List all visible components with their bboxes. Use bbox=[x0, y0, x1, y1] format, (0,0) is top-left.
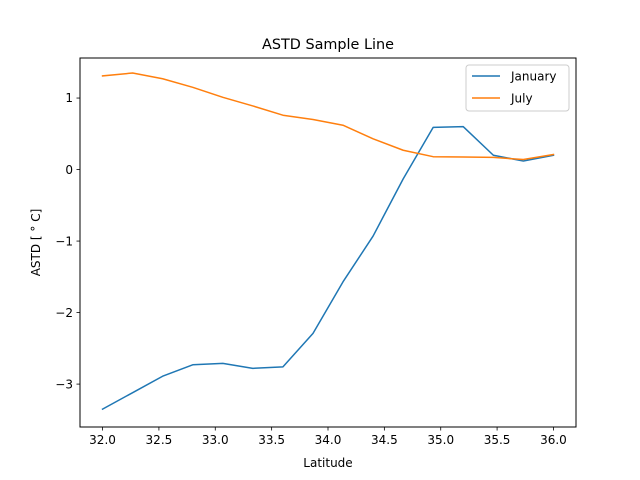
y-tick-label: 1 bbox=[65, 91, 73, 105]
x-axis: 32.0 32.5 33.0 33.5 34.0 34.5 35.0 35.5 36.0 bbox=[89, 427, 567, 447]
y-tick-label: −1 bbox=[55, 234, 73, 248]
x-tick-label: 34.0 bbox=[315, 433, 342, 447]
chart-title: ASTD Sample Line bbox=[262, 37, 394, 53]
x-tick-label: 33.0 bbox=[202, 433, 229, 447]
x-tick-label: 34.5 bbox=[371, 433, 398, 447]
plot-area-background bbox=[80, 58, 576, 427]
series-line-january bbox=[101, 125, 555, 411]
series-layer bbox=[101, 72, 555, 411]
x-tick-label: 36.0 bbox=[540, 433, 567, 447]
y-axis-label: ASTD [ ° C] bbox=[29, 209, 43, 277]
y-tick-label: 0 bbox=[65, 163, 73, 177]
y-axis: −3 −2 −1 0 1 bbox=[55, 91, 80, 391]
x-tick-label: 35.0 bbox=[427, 433, 454, 447]
x-tick-label: 35.5 bbox=[484, 433, 511, 447]
x-axis-label: Latitude bbox=[303, 456, 352, 470]
x-tick-label: 33.5 bbox=[258, 433, 285, 447]
x-tick-label: 32.5 bbox=[146, 433, 173, 447]
x-tick-label: 32.0 bbox=[89, 433, 116, 447]
y-tick-label: −3 bbox=[55, 377, 73, 391]
legend-label-july: July bbox=[510, 92, 533, 106]
y-tick-label: −2 bbox=[55, 306, 73, 320]
series-line-july bbox=[101, 72, 555, 161]
legend: January July bbox=[465, 64, 570, 112]
legend-label-january: January bbox=[510, 70, 557, 84]
